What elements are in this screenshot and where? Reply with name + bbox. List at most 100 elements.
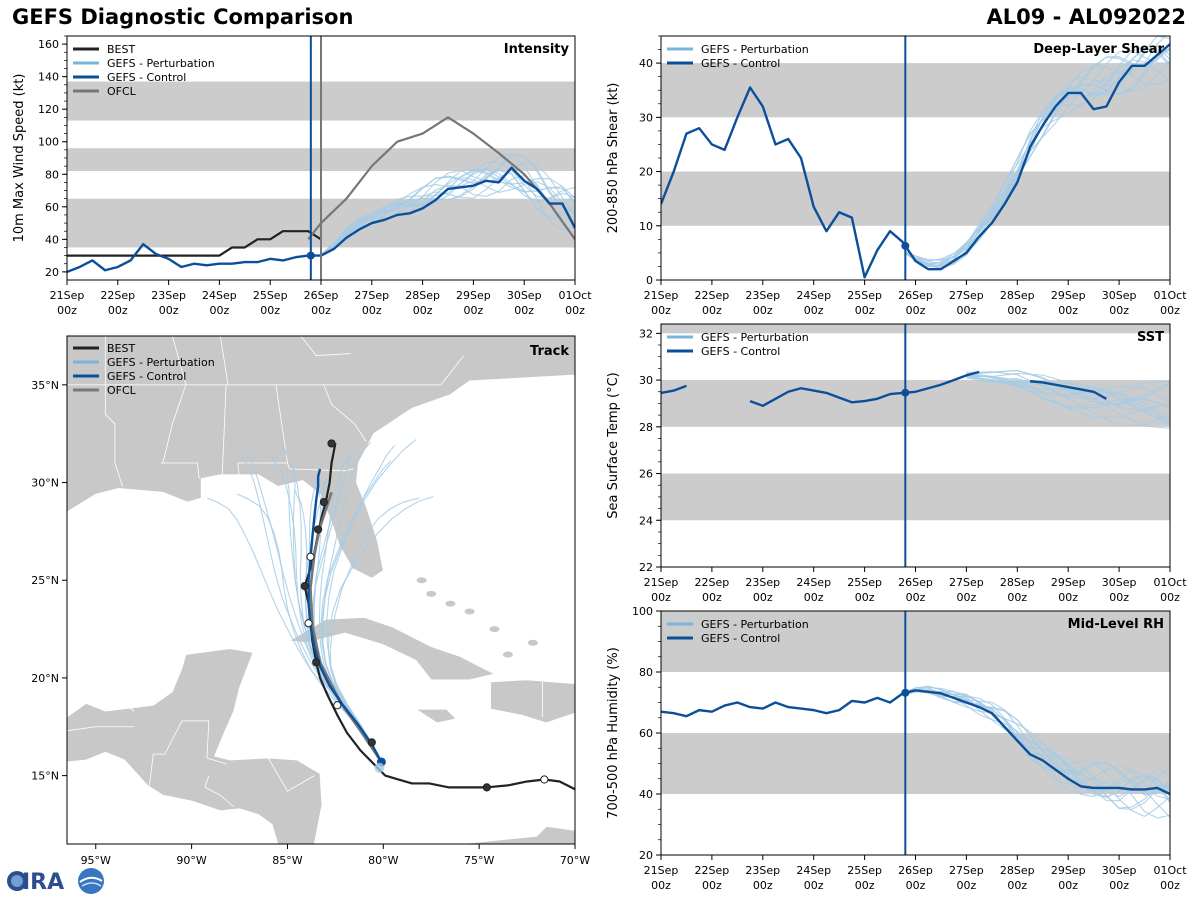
lon-tick-label: 70°W	[560, 854, 590, 867]
x-tick-label-day: 24Sep	[796, 576, 831, 589]
ensemble-member-line	[966, 374, 1170, 423]
y-tick-label: 30	[639, 111, 653, 124]
x-tick-label-day: 28Sep	[1000, 576, 1035, 589]
y-tick-label: 100	[38, 136, 59, 149]
x-tick-label-day: 26Sep	[304, 289, 339, 302]
country-border	[206, 757, 227, 765]
svg-text:IRA: IRA	[22, 870, 64, 895]
y-tick-label: 80	[639, 666, 653, 679]
x-tick-label-day: 23Sep	[745, 864, 780, 877]
sst-panel: 22 24 26 28 30 32 21Sep 00z 22Sep 00z 23Sep 00z 24Se…	[606, 323, 1187, 604]
legend-label-best: BEST	[107, 342, 135, 355]
best-track-point	[540, 775, 549, 784]
y-tick-label: 140	[38, 71, 59, 84]
ensemble-start-point	[374, 762, 385, 773]
x-tick-label-day: 27Sep	[949, 864, 984, 877]
lon-tick-label: 80°W	[368, 854, 398, 867]
ensemble-member-line	[966, 371, 1170, 400]
x-tick-label-hour: 00z	[565, 304, 585, 317]
x-tick-label-day: 21Sep	[644, 576, 679, 589]
x-tick-label-day: 30Sep	[507, 289, 542, 302]
shaded-band	[661, 324, 1170, 334]
plot-area	[661, 611, 1170, 819]
x-tick-label-hour: 00z	[753, 304, 773, 317]
best-track-point	[319, 497, 328, 507]
y-tick-label: 30	[639, 374, 653, 387]
x-tick-label-day: 29Sep	[1051, 864, 1086, 877]
land-puerto-rico	[629, 707, 660, 717]
x-tick-label-day: 24Sep	[202, 289, 237, 302]
x-tick-label-day: 25Sep	[847, 576, 882, 589]
lat-tick-label: 30°N	[31, 477, 59, 490]
x-tick-label-hour: 00z	[855, 879, 875, 892]
y-axis-label: Sea Surface Temp (°C)	[606, 372, 621, 519]
land-hispaniola	[490, 679, 575, 724]
shaded-band	[661, 611, 1170, 672]
ensemble-member-line	[905, 685, 1170, 796]
x-tick-label-hour: 00z	[1007, 304, 1027, 317]
x-tick-label-hour: 00z	[753, 879, 773, 892]
x-tick-label-day: 30Sep	[1102, 289, 1137, 302]
control-forecast-line	[749, 370, 980, 407]
best-track-line	[67, 230, 322, 257]
y-tick-label: 32	[639, 327, 653, 340]
country-border	[67, 726, 135, 732]
x-tick-label-hour: 00z	[1058, 591, 1078, 604]
legend-label-control: GEFS - Control	[701, 345, 780, 358]
ensemble-member-line	[320, 168, 575, 256]
y-tick-label: 20	[639, 849, 653, 862]
control-forecast-line	[661, 384, 687, 395]
y-tick-label: 20	[45, 266, 59, 279]
shear-panel: 0 10 20 30 40 21Sep 00z 22Sep 00z 23Sep 00z 24Sep 00…	[606, 35, 1187, 317]
land-bahamas	[489, 626, 500, 633]
axes-frame	[660, 323, 1171, 568]
x-tick-label-day: 29Sep	[1051, 576, 1086, 589]
country-border	[204, 786, 235, 808]
x-tick-label-hour: 00z	[957, 591, 977, 604]
land-cuba	[288, 616, 496, 681]
control-forecast-line	[661, 43, 1170, 279]
x-tick-label-day: 23Sep	[745, 289, 780, 302]
lat-tick-label: 15°N	[31, 770, 59, 783]
x-tick-label-hour: 00z	[855, 304, 875, 317]
y-tick-label: 160	[38, 38, 59, 51]
map-frame	[66, 335, 576, 845]
figure-title: GEFS Diagnostic Comparison	[12, 5, 354, 29]
x-tick-label-hour: 00z	[1109, 304, 1129, 317]
x-tick-label-hour: 00z	[1007, 879, 1027, 892]
x-tick-label-hour: 00z	[651, 591, 671, 604]
x-tick-label-hour: 00z	[957, 304, 977, 317]
land-bahamas	[527, 639, 538, 646]
ensemble-member-line	[966, 377, 1170, 426]
x-tick-label-day: 22Sep	[695, 576, 730, 589]
best-track-point	[312, 658, 321, 667]
x-tick-label-day: 01Oct	[1153, 864, 1187, 877]
ensemble-member-line	[320, 155, 575, 256]
ensemble-member-line	[905, 45, 1170, 267]
legend-label-pert: GEFS - Perturbation	[107, 356, 215, 369]
ensemble-member-line	[905, 687, 1170, 801]
ensemble-member-track	[321, 445, 395, 763]
x-tick-label-hour: 00z	[855, 591, 875, 604]
ensemble-member-line	[320, 162, 575, 257]
x-tick-label-hour: 00z	[1007, 591, 1027, 604]
control-forecast-line	[1029, 380, 1107, 400]
x-tick-label-hour: 00z	[1109, 879, 1129, 892]
x-tick-label-day: 28Sep	[1000, 864, 1035, 877]
x-tick-label-day: 29Sep	[1051, 289, 1086, 302]
y-tick-label: 60	[45, 201, 59, 214]
storm-id: AL09 - AL092022	[986, 5, 1187, 29]
init-point	[901, 388, 910, 397]
x-tick-label-hour: 00z	[753, 591, 773, 604]
legend-label-control: GEFS - Control	[701, 632, 780, 645]
legend-label-pert: GEFS - Perturbation	[107, 57, 215, 70]
x-tick-label-day: 25Sep	[253, 289, 288, 302]
legend-label-control: GEFS - Control	[107, 71, 186, 84]
x-tick-label-hour: 00z	[260, 304, 280, 317]
x-tick-label-hour: 00z	[464, 304, 484, 317]
control-track-line	[307, 468, 383, 763]
lon-tick-label: 90°W	[176, 854, 206, 867]
ensemble-member-track	[206, 497, 382, 763]
x-tick-label-hour: 00z	[702, 879, 722, 892]
land-central-america	[67, 511, 323, 844]
